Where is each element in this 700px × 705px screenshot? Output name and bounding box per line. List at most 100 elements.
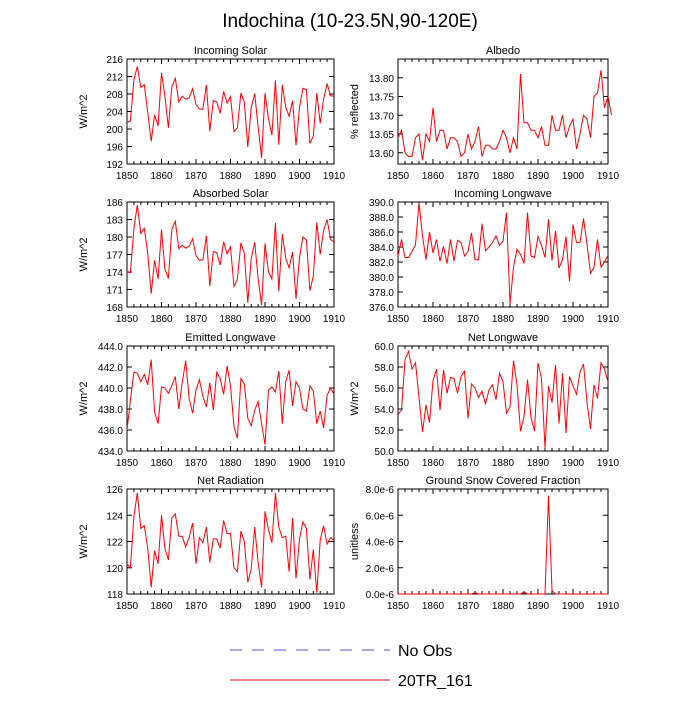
absorbed-solar-ytick-label: 180 (106, 233, 123, 244)
albedo-xtick-label: 1870 (457, 171, 480, 182)
albedo-title: Albedo (486, 45, 520, 57)
absorbed-solar-xtick-label: 1910 (323, 314, 346, 325)
incoming-longwave-ytick-label: 382.0 (369, 258, 394, 269)
incoming-solar-xtick-label: 1880 (219, 171, 242, 182)
incoming-solar-title: Incoming Solar (194, 45, 268, 57)
net-radiation-title: Net Radiation (197, 475, 264, 487)
net-longwave-ytick-label: 52.0 (375, 426, 395, 437)
emitted-longwave-title: Emitted Longwave (185, 332, 276, 344)
net-longwave-ytick-label: 50.0 (375, 447, 395, 458)
ground-snow-covered-fraction-xtick-label: 1850 (387, 601, 410, 612)
panel-absorbed-solar: Absorbed Solar W/m^2 168 171 174 177 180 183 186… (78, 188, 346, 325)
net-longwave-ytick-label: 58.0 (375, 363, 395, 374)
net-longwave-ytick-label: 54.0 (375, 405, 395, 416)
panel-net-radiation: Net Radiation W/m^2 118 120 122 124 126 1850 186… (78, 475, 346, 612)
absorbed-solar-ytick-label: 177 (106, 251, 123, 262)
net-radiation-xtick-label: 1910 (323, 601, 346, 612)
incoming-solar-xtick-label: 1850 (116, 171, 139, 182)
incoming-solar-ytick-label: 208 (106, 90, 123, 101)
incoming-longwave-ytick-label: 384.0 (369, 243, 394, 254)
albedo-xtick-label: 1890 (527, 171, 550, 182)
net-longwave-xtick-label: 1880 (492, 458, 515, 469)
incoming-solar-xtick-label: 1870 (185, 171, 208, 182)
albedo-ytick-label: 13.80 (369, 74, 394, 85)
incoming-solar-xtick-label: 1900 (288, 171, 311, 182)
net-longwave-ytick-label: 56.0 (375, 384, 395, 395)
incoming-longwave-ytick-label: 390.0 (369, 198, 394, 209)
figure-title: Indochina (10-23.5N,90-120E) (222, 11, 478, 32)
ground-snow-covered-fraction-xtick-label: 1870 (457, 601, 480, 612)
net-longwave-xtick-label: 1910 (597, 458, 620, 469)
emitted-longwave-plot-frame (126, 345, 335, 452)
net-radiation-xtick-label: 1870 (185, 601, 208, 612)
incoming-solar-ytick-label: 192 (106, 160, 123, 171)
ground-snow-covered-fraction-ytick-label: 2.0e-6 (366, 564, 395, 575)
ground-snow-covered-fraction-ytick-label: 0.0e-6 (366, 590, 395, 601)
emitted-longwave-ytick-label: 438.0 (98, 405, 123, 416)
net-radiation-xtick-label: 1890 (254, 601, 277, 612)
panel-emitted-longwave: Emitted Longwave W/m^2 434.0 436.0 438.0 440.… (78, 332, 346, 469)
incoming-solar-plot-frame (126, 58, 335, 165)
incoming-longwave-xtick-label: 1870 (457, 314, 480, 325)
incoming-longwave-series-20tr-161 (397, 202, 609, 305)
ground-snow-covered-fraction-xtick-label: 1900 (562, 601, 585, 612)
incoming-longwave-xtick-label: 1900 (562, 314, 585, 325)
incoming-solar-ytick-label: 196 (106, 143, 123, 154)
ground-snow-covered-fraction-series-20tr-161 (398, 495, 608, 595)
absorbed-solar-ytick-label: 186 (106, 198, 123, 209)
net-longwave-xtick-label: 1870 (457, 458, 480, 469)
net-radiation-xtick-label: 1860 (150, 601, 173, 612)
ground-snow-covered-fraction-xtick-label: 1910 (597, 601, 620, 612)
emitted-longwave-xtick-label: 1910 (323, 458, 346, 469)
incoming-longwave-ytick-label: 380.0 (369, 273, 394, 284)
incoming-longwave-xtick-label: 1860 (422, 314, 445, 325)
absorbed-solar-ytick-label: 174 (106, 268, 123, 279)
ground-snow-covered-fraction-plot-frame (397, 488, 609, 595)
net-radiation-ytick-label: 120 (106, 564, 123, 575)
incoming-longwave-xtick-label: 1910 (597, 314, 620, 325)
albedo-ytick-label: 13.70 (369, 111, 394, 122)
net-radiation-ytick-label: 118 (107, 590, 123, 601)
ground-snow-covered-fraction-ylabel: unitless (349, 522, 361, 560)
net-longwave-ytick-label: 60.0 (375, 342, 395, 353)
albedo-xtick-label: 1900 (562, 171, 585, 182)
emitted-longwave-series-20tr-161 (126, 359, 335, 445)
net-radiation-ytick-label: 124 (106, 511, 123, 522)
net-longwave-xtick-label: 1890 (527, 458, 550, 469)
emitted-longwave-xtick-label: 1870 (185, 458, 208, 469)
absorbed-solar-xtick-label: 1900 (288, 314, 311, 325)
net-longwave-xtick-label: 1850 (387, 458, 410, 469)
net-longwave-xtick-label: 1860 (422, 458, 445, 469)
absorbed-solar-title: Absorbed Solar (193, 188, 269, 200)
incoming-longwave-xtick-label: 1880 (492, 314, 515, 325)
albedo-ytick-label: 13.65 (369, 130, 394, 141)
incoming-solar-ytick-label: 200 (106, 125, 123, 136)
emitted-longwave-ytick-label: 440.0 (98, 384, 123, 395)
albedo-ytick-label: 13.60 (369, 149, 394, 160)
emitted-longwave-xtick-label: 1850 (116, 458, 139, 469)
legend-label-20tr-161: 20TR_161 (398, 673, 473, 690)
ground-snow-covered-fraction-title: Ground Snow Covered Fraction (426, 475, 581, 487)
incoming-longwave-xtick-label: 1890 (527, 314, 550, 325)
albedo-xtick-label: 1880 (492, 171, 515, 182)
emitted-longwave-xtick-label: 1900 (288, 458, 311, 469)
absorbed-solar-ytick-label: 183 (106, 216, 123, 227)
incoming-longwave-xtick-label: 1850 (387, 314, 410, 325)
incoming-solar-xtick-label: 1910 (323, 171, 346, 182)
absorbed-solar-ytick-label: 168 (106, 303, 123, 314)
legend-label-no-obs: No Obs (398, 643, 452, 660)
ground-snow-covered-fraction-ytick-label: 4.0e-6 (366, 538, 395, 549)
emitted-longwave-ytick-label: 444.0 (98, 342, 123, 353)
incoming-longwave-ytick-label: 388.0 (369, 213, 394, 224)
incoming-longwave-ytick-label: 376.0 (369, 303, 394, 314)
emitted-longwave-xtick-label: 1890 (254, 458, 277, 469)
absorbed-solar-xtick-label: 1850 (116, 314, 139, 325)
net-radiation-plot-frame (126, 488, 335, 595)
net-radiation-series-20tr-161 (126, 492, 335, 593)
net-radiation-ylabel: W/m^2 (78, 525, 90, 559)
ground-snow-covered-fraction-xtick-label: 1890 (527, 601, 550, 612)
legend: No Obs 20TR_161 (230, 643, 473, 690)
incoming-solar-ylabel: W/m^2 (78, 95, 90, 129)
emitted-longwave-ytick-label: 434.0 (98, 447, 123, 458)
